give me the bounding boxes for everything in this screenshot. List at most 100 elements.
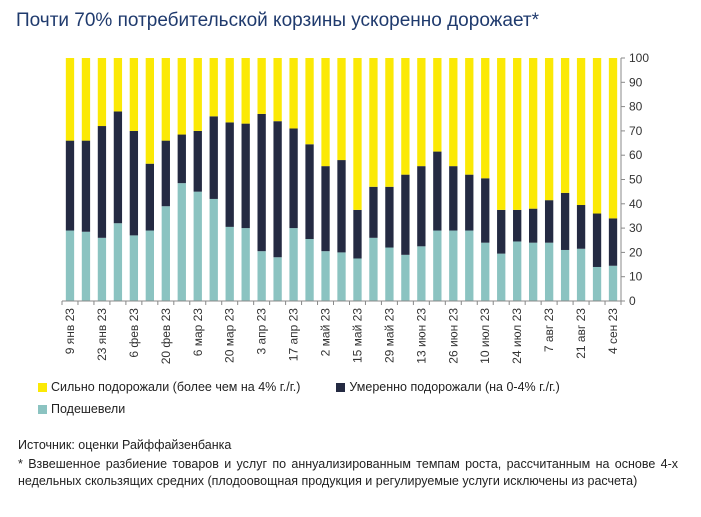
bar-segment-s0-28 — [513, 241, 522, 301]
bar-segment-s1-25 — [465, 174, 474, 231]
bar-segment-s0-13 — [273, 257, 282, 301]
bar-segment-s1-23 — [433, 151, 442, 231]
bar-segment-s2-7 — [177, 58, 186, 135]
bar-segment-s2-9 — [209, 58, 218, 117]
y-tick-label: 90 — [629, 75, 643, 89]
bar-segment-s1-32 — [576, 205, 586, 249]
x-tick-label: 20 мар 23 — [223, 308, 237, 363]
y-tick-label: 0 — [629, 294, 636, 308]
bar-segment-s0-19 — [369, 237, 378, 301]
legend-label-strong: Сильно подорожали (более чем на 4% г./г.… — [51, 380, 301, 394]
footnote: * Взвешенное разбиение товаров и услуг п… — [18, 457, 678, 488]
x-tick-label: 24 июл 23 — [510, 308, 524, 364]
bar-segment-s1-22 — [417, 166, 426, 247]
bar-segment-s1-0 — [65, 140, 75, 231]
bar-segment-s1-24 — [449, 166, 458, 231]
bar-segment-s0-2 — [97, 237, 107, 301]
bar-segment-s2-6 — [161, 58, 170, 141]
bar-segment-s0-0 — [65, 230, 75, 301]
bar-segment-s0-34 — [608, 265, 618, 301]
bar-segment-s1-29 — [529, 208, 538, 243]
bar-segment-s1-10 — [225, 122, 234, 227]
bar-segment-s2-29 — [529, 58, 538, 209]
bar-segment-s2-0 — [65, 58, 75, 141]
bar-segment-s2-18 — [353, 58, 362, 210]
bar-segment-s2-32 — [576, 58, 586, 206]
x-tick-label: 7 авг 23 — [542, 308, 556, 352]
bar-segment-s0-10 — [225, 226, 234, 301]
bar-segment-s2-11 — [241, 58, 250, 124]
x-tick-label: 15 май 23 — [350, 308, 364, 363]
y-tick-label: 50 — [629, 173, 643, 187]
bar-segment-s2-20 — [385, 58, 394, 187]
bar-segment-s1-15 — [305, 144, 314, 240]
bar-segment-s1-4 — [129, 130, 139, 236]
bar-segment-s1-16 — [321, 166, 330, 252]
legend-label-moderate: Умеренно подорожали (на 0-4% г./г.) — [349, 380, 560, 394]
legend: Сильно подорожали (более чем на 4% г./г.… — [38, 376, 596, 420]
bar-segment-s2-1 — [81, 58, 91, 141]
bar-segment-s1-17 — [337, 160, 346, 253]
bar-segment-s2-30 — [544, 58, 554, 201]
bar-segment-s2-10 — [225, 58, 234, 123]
bar-segment-s0-8 — [193, 191, 202, 301]
bar-segment-s2-33 — [592, 58, 602, 214]
bar-segment-s0-20 — [385, 247, 394, 301]
bar-segment-s2-28 — [513, 58, 522, 210]
bar-segment-s0-27 — [497, 253, 506, 301]
bar-segment-s1-28 — [513, 209, 522, 242]
bar-segment-s0-12 — [257, 251, 266, 301]
bar-segment-s2-8 — [193, 58, 202, 131]
bar-segment-s2-25 — [465, 58, 474, 175]
legend-label-cheaper: Подешевели — [51, 402, 126, 416]
chart-title: Почти 70% потребительской корзины ускоре… — [16, 10, 539, 31]
bar-segment-s2-22 — [417, 58, 426, 167]
legend-swatch-moderate — [336, 382, 346, 392]
bar-segment-s1-11 — [241, 123, 250, 229]
bar-segment-s1-21 — [401, 174, 410, 255]
bar-segment-s2-23 — [433, 58, 442, 152]
bar-segment-s0-9 — [209, 198, 218, 301]
bar-segment-s1-8 — [193, 130, 202, 192]
x-tick-label: 26 июн 23 — [446, 308, 460, 364]
y-tick-label: 80 — [629, 100, 643, 114]
bar-segment-s2-26 — [481, 58, 490, 179]
bar-segment-s2-5 — [145, 58, 154, 164]
bars-group — [65, 58, 618, 301]
bar-segment-s2-31 — [560, 58, 570, 193]
bar-segment-s1-1 — [81, 140, 91, 232]
legend-item-cheaper: Подешевели — [38, 402, 125, 416]
bar-segment-s0-14 — [289, 228, 298, 301]
bar-segment-s0-5 — [145, 230, 154, 301]
bar-segment-s1-9 — [209, 116, 218, 199]
bar-segment-s0-32 — [576, 248, 586, 301]
x-tick-label: 6 фев 23 — [127, 308, 141, 358]
x-tick-label: 10 июл 23 — [478, 308, 492, 364]
y-tick-label: 100 — [629, 51, 649, 65]
bar-segment-s1-18 — [353, 209, 362, 259]
axes-group: 0 10 20 30 40 50 60 70 80 90 100 9 янв 23 23 янв 23 6… — [61, 51, 649, 364]
bar-segment-s2-27 — [497, 58, 506, 210]
bar-segment-s0-21 — [401, 254, 410, 301]
bar-segment-s0-17 — [337, 252, 346, 301]
bar-segment-s0-31 — [560, 249, 570, 301]
bar-segment-s0-26 — [481, 242, 490, 301]
bar-segment-s0-18 — [353, 258, 362, 301]
bar-segment-s1-26 — [481, 178, 490, 243]
bar-segment-s2-19 — [369, 58, 378, 187]
x-tick-label: 13 июн 23 — [414, 308, 428, 364]
bar-segment-s1-34 — [608, 218, 618, 266]
bar-segment-s0-16 — [321, 251, 330, 301]
x-tick-label: 17 апр 23 — [287, 308, 301, 362]
x-tick-label: 4 сен 23 — [606, 308, 620, 354]
bar-segment-s2-17 — [337, 58, 346, 161]
bar-segment-s0-3 — [113, 223, 123, 301]
bar-segment-s2-24 — [449, 58, 458, 167]
bar-segment-s1-5 — [145, 163, 154, 231]
bar-segment-s2-16 — [321, 58, 330, 167]
x-tick-label: 21 авг 23 — [574, 308, 588, 359]
bar-segment-s2-21 — [401, 58, 410, 175]
y-tick-label: 40 — [629, 197, 643, 211]
bar-segment-s1-7 — [177, 134, 186, 184]
y-tick-label: 30 — [629, 221, 643, 235]
